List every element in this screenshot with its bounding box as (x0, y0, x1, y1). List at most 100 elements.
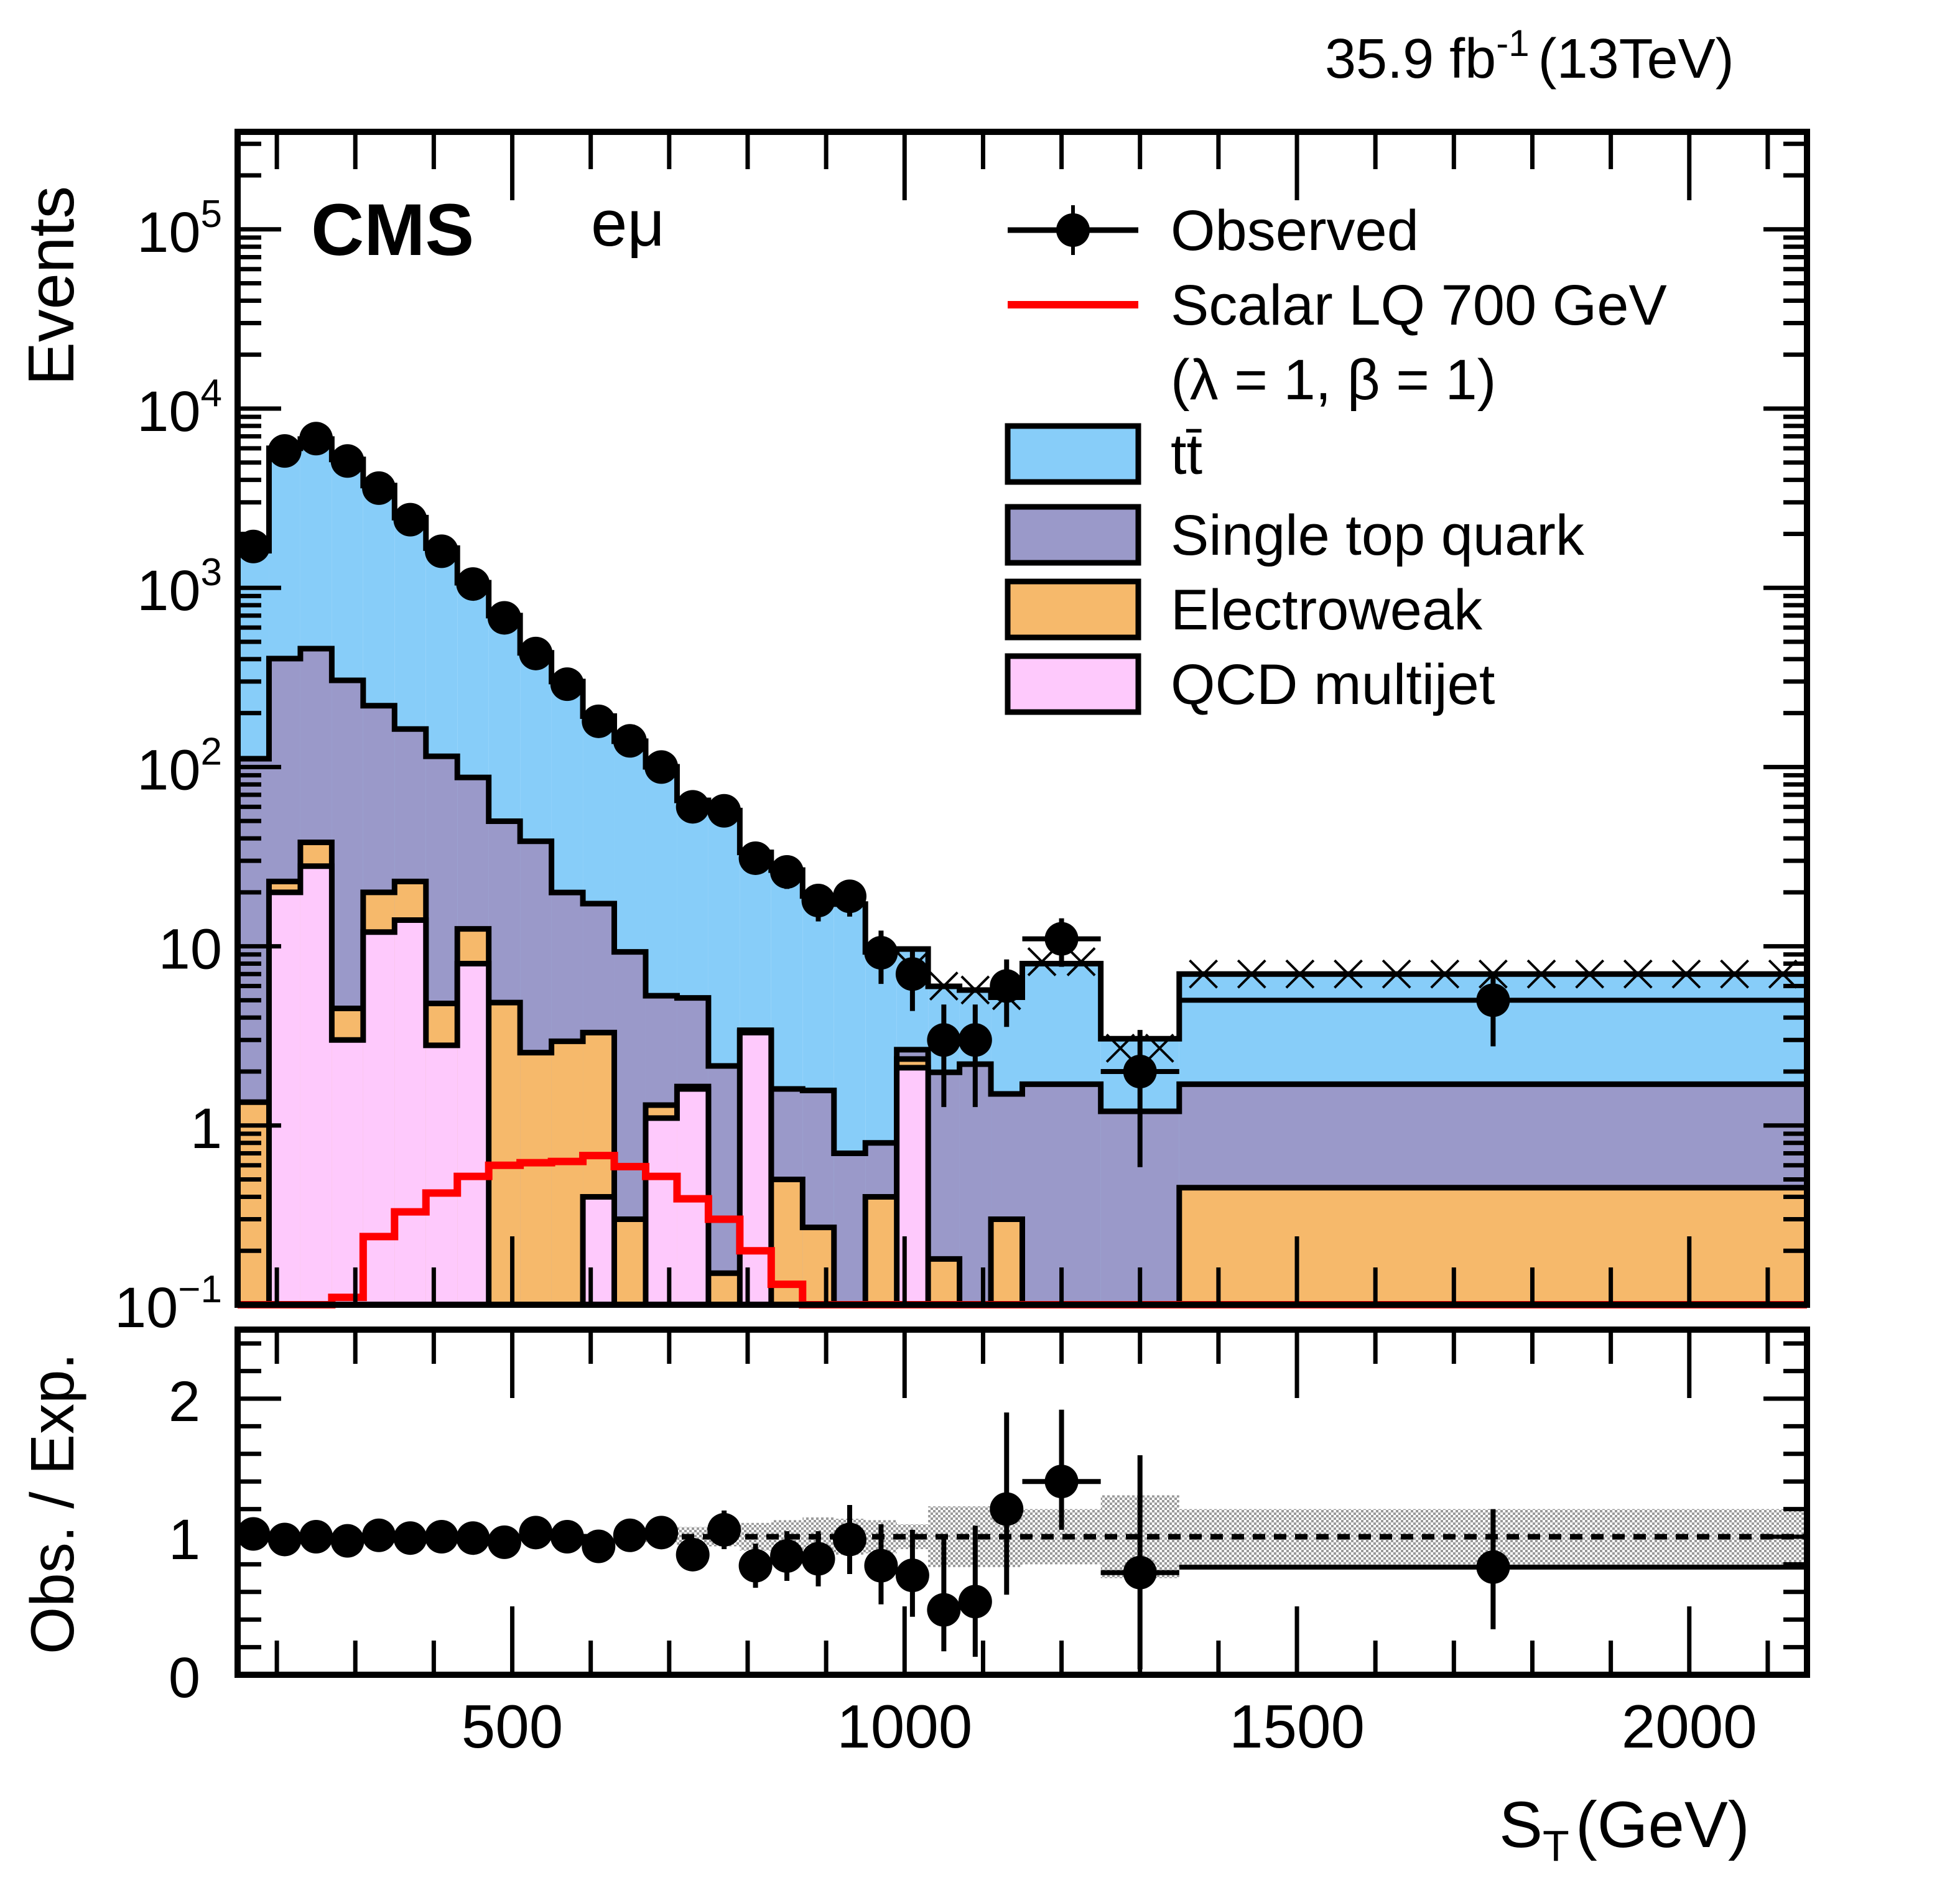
marker (236, 529, 271, 563)
ratio-marker (330, 1524, 365, 1558)
observed-point (267, 434, 302, 468)
y-tick-label: 10−1 (114, 1268, 222, 1340)
marker (927, 1023, 961, 1057)
ratio-point (927, 1534, 961, 1652)
lower-axes: 0 1 2 500 1000 1500 2000 (169, 1327, 1810, 1761)
legend-item-observed: Observed (1008, 199, 1419, 262)
uncertainty-cross (1382, 959, 1411, 989)
ratio-point (267, 1522, 302, 1557)
marker (299, 422, 333, 456)
stack-bar (520, 1052, 552, 1305)
observed-legend-marker (1056, 213, 1090, 247)
observed-point (613, 724, 647, 758)
stack-bar (269, 892, 300, 1305)
upper-panel: 10−1 1 10 102 103 104 105 CMS eμ Observed Scala… (15, 129, 1810, 1340)
ratio-marker (801, 1542, 835, 1576)
y-axis-title-ratio: Obs. / Exp. (18, 1353, 86, 1654)
marker (267, 434, 302, 468)
y-tick-label: 103 (137, 551, 222, 623)
observed-point (582, 704, 616, 738)
ratio-points (236, 1409, 1807, 1670)
uncertainty-cross (1720, 959, 1749, 989)
ratio-marker (707, 1512, 741, 1547)
legend-label: Electroweak (1171, 578, 1483, 642)
ratio-marker (832, 1522, 866, 1557)
ratio-point (676, 1537, 710, 1572)
uncertainty-cross (1430, 959, 1460, 989)
ratio-point (770, 1531, 804, 1581)
marker (362, 471, 396, 505)
ratio-marker (550, 1520, 584, 1554)
observed-point (707, 794, 741, 828)
stacked-histograms (235, 436, 1810, 1308)
marker (550, 667, 584, 702)
uncertainty-cross (1623, 959, 1653, 989)
upper-axes: 10−1 1 10 102 103 104 105 (114, 129, 1810, 1340)
x-tick-label: 1000 (837, 1692, 972, 1761)
x-axis-title: ST(GeV) (1499, 1789, 1750, 1870)
marker (1044, 922, 1079, 956)
ratio-point (393, 1521, 427, 1555)
y-tick-label: 104 (137, 372, 222, 443)
observed-point (487, 601, 521, 635)
ratio-marker (362, 1518, 396, 1552)
observed-point (676, 790, 710, 824)
legend-item-signal: Scalar LQ 700 GeV (λ = 1, β = 1) (1008, 274, 1667, 412)
marker (582, 704, 616, 738)
legend-label: QCD multijet (1171, 653, 1495, 716)
ratio-point (738, 1544, 773, 1588)
legend-label: Observed (1171, 199, 1419, 262)
marker (958, 1023, 992, 1057)
stack-bar (300, 866, 332, 1305)
ratio-point (864, 1524, 898, 1604)
observed-point (299, 422, 333, 456)
legend-label: tt̄ (1171, 423, 1202, 486)
uncertainty-cross (1237, 959, 1266, 989)
channel-label: eμ (591, 187, 665, 260)
marker (707, 794, 741, 828)
ratio-point (424, 1520, 458, 1554)
stack-bar (708, 1065, 740, 1305)
ratio-point (644, 1516, 679, 1550)
uncertainty-cross (929, 971, 959, 1001)
stack-bar (708, 1273, 740, 1305)
stack-bar (425, 1045, 458, 1305)
uncertainty-cross (1575, 959, 1605, 989)
y-tick-label: 1 (190, 1097, 222, 1160)
ratio-point (1179, 1509, 1807, 1629)
observed-point (958, 1004, 992, 1108)
stack-bar (332, 1040, 363, 1305)
ratio-point (456, 1521, 490, 1555)
ratio-point (613, 1518, 647, 1552)
stack-bar (834, 1153, 866, 1305)
observed-point (519, 636, 553, 670)
ratio-marker (519, 1516, 553, 1550)
observed-point (424, 534, 458, 568)
ratio-point (1022, 1409, 1101, 1530)
observed-point (393, 502, 427, 537)
legend-item-ttbar: tt̄ (1005, 423, 1202, 486)
marker (613, 724, 647, 758)
stack-bar (614, 1219, 646, 1305)
observed-point (644, 750, 679, 784)
stack-qcd-multijet (238, 863, 1807, 1308)
ratio-marker (1123, 1555, 1157, 1590)
marker (990, 969, 1024, 1003)
marker (644, 750, 679, 784)
ratio-point (487, 1525, 521, 1559)
marker (864, 936, 898, 970)
observed-point (550, 667, 584, 702)
luminosity-label: 35.9 fb-1 (13TeV) (1325, 22, 1734, 90)
uncertainty-cross (1189, 959, 1219, 989)
ratio-marker (487, 1525, 521, 1559)
ratio-marker (644, 1516, 679, 1550)
x-tick-label: 1500 (1229, 1692, 1365, 1761)
ttbar-legend-swatch (1005, 423, 1141, 485)
ratio-marker (770, 1539, 804, 1573)
observed-point (1100, 1030, 1179, 1167)
ratio-marker (864, 1549, 898, 1583)
marker (770, 855, 804, 889)
y-axis-title-events: Events (15, 186, 88, 386)
electroweak-legend-swatch (1005, 578, 1141, 641)
